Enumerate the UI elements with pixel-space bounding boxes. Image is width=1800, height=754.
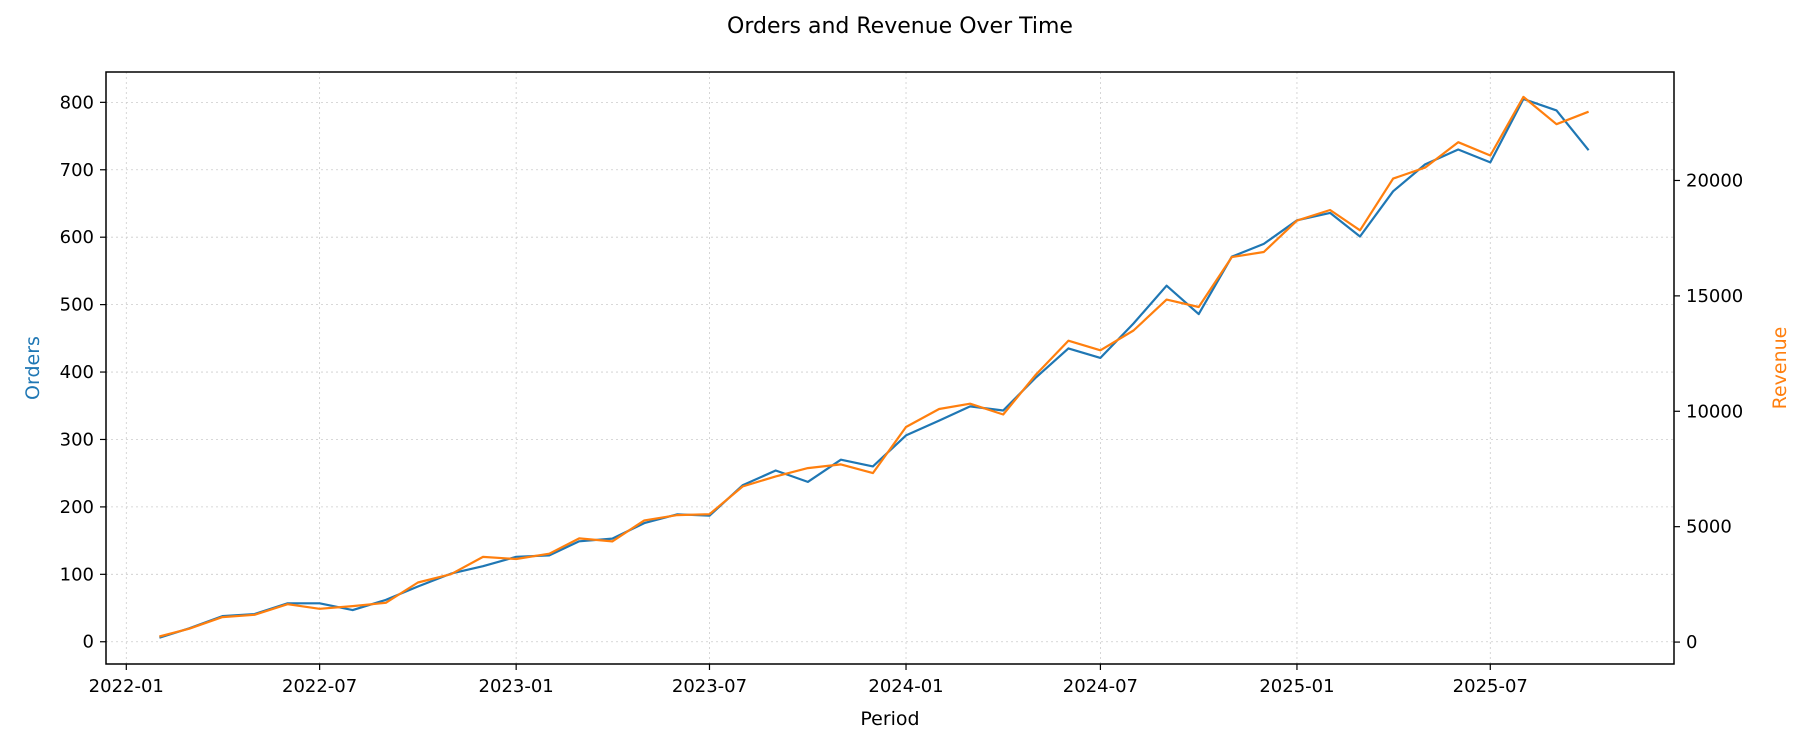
x-tick-label: 2022-01	[89, 676, 164, 697]
y-right-tick-label: 15000	[1686, 286, 1743, 307]
chart-title: Orders and Revenue Over Time	[727, 14, 1073, 39]
y-axis-left-label: Orders	[22, 336, 44, 400]
y-axis-right: 0 5000 10000 15000 20000	[1674, 170, 1743, 653]
x-tick-label: 2023-07	[672, 676, 747, 697]
x-tick-label: 2025-01	[1259, 676, 1334, 697]
x-tick-label: 2025-07	[1453, 676, 1528, 697]
series-line-orders	[159, 97, 1590, 639]
x-axis: 2022-01 2022-07 2023-01 2023-07 2024-01 2024-…	[89, 664, 1528, 697]
y-right-tick-label: 5000	[1686, 517, 1732, 538]
y-left-tick-label: 200	[60, 497, 94, 518]
y-left-tick-label: 500	[60, 295, 94, 316]
y-left-tick-label: 600	[60, 227, 94, 248]
x-axis-label: Period	[860, 708, 919, 730]
x-tick-label: 2022-07	[282, 676, 357, 697]
y-left-tick-label: 300	[60, 429, 94, 450]
x-tick-label: 2024-01	[868, 676, 943, 697]
y-axis-right-label: Revenue	[1769, 327, 1791, 410]
y-right-tick-label: 0	[1686, 632, 1697, 653]
y-right-tick-label: 20000	[1686, 170, 1743, 191]
y-axis-left: 0 100 200 300 400 500 600 700 800	[60, 92, 106, 653]
x-tick-label: 2023-01	[479, 676, 554, 697]
y-left-tick-label: 100	[60, 564, 94, 585]
series-lines	[159, 95, 1590, 639]
y-left-tick-label: 700	[60, 160, 94, 181]
series-line-revenue	[159, 95, 1589, 638]
x-tick-label: 2024-07	[1063, 676, 1138, 697]
y-left-tick-label: 400	[60, 362, 94, 383]
y-left-tick-label: 800	[60, 92, 94, 113]
plot-frame	[105, 71, 1675, 665]
y-left-tick-label: 0	[83, 632, 94, 653]
gridlines	[106, 72, 1674, 664]
y-right-tick-label: 10000	[1686, 401, 1743, 422]
